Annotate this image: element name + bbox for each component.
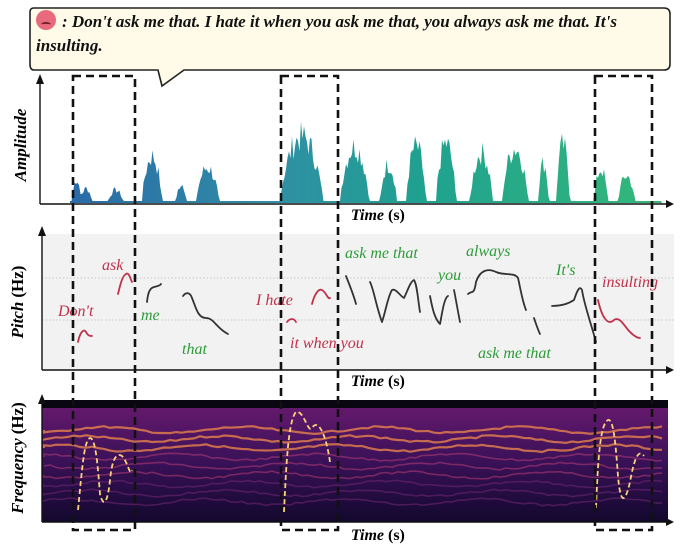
pitch-curve-segment-1 — [345, 275, 357, 305]
spectrogram-harmonic-band — [43, 479, 663, 489]
highlight-box-dont-ask — [71, 74, 137, 532]
word-label: Don't — [57, 303, 94, 320]
pitch-curve-segment-5 — [533, 317, 541, 335]
spectrogram-background — [42, 400, 668, 522]
pitch-xlabel-unit: (s) — [388, 373, 405, 390]
highlight-boxes — [71, 74, 654, 532]
spectrogram-x-arrow — [666, 518, 674, 526]
pitch-curve-that — [182, 292, 229, 335]
pitch-xlabel-main: Time — [351, 373, 384, 390]
pitch-curve-ask — [117, 272, 133, 295]
pitch-curve-i-hate — [286, 318, 297, 323]
word-label: ask me that — [478, 345, 551, 362]
highlight-box-i-hate — [279, 74, 340, 532]
spectrogram-xlabel-main: Time — [351, 527, 384, 544]
amplitude-x-arrow — [666, 200, 674, 208]
word-label: ask me that — [345, 245, 418, 262]
word-label: that — [182, 341, 207, 358]
word-label: it when you — [290, 335, 364, 352]
utterance-text: Don't ask me that. I hate it when you as… — [36, 12, 617, 55]
pitch-contours — [77, 269, 641, 343]
amplitude-xlabel-unit: (s) — [388, 207, 405, 224]
speaker-separator: : — [62, 12, 68, 31]
spectrogram-top-band — [42, 400, 668, 408]
spectrogram-panel: Frequency(Hz) Time (s) — [8, 394, 674, 544]
spectrogram-harmonic-band — [43, 452, 663, 462]
pitch-curve-me — [146, 283, 162, 303]
spectrogram-harmonic-band — [43, 470, 663, 480]
spectrogram-harmonic-band — [43, 497, 663, 507]
spectrogram-ylabel: Frequency(Hz) — [8, 402, 27, 515]
word-label: me — [141, 307, 160, 324]
pitch-curve-segment-4 — [453, 289, 461, 323]
amplitude-panel: Amplitude Time (s) — [11, 74, 674, 224]
amplitude-ylabel: Amplitude — [11, 108, 30, 182]
pitch-panel: Don't ask me that I hate it when you ask… — [8, 226, 674, 390]
pitch-curve-its — [551, 287, 597, 343]
spectrogram-harmonic-band — [43, 488, 663, 498]
pitch-curve-always — [467, 269, 527, 311]
pitch-y-arrow — [38, 226, 46, 236]
contour-i-hate — [283, 411, 331, 513]
speech-bubble-text: : Don't ask me that. I hate it when you … — [36, 10, 666, 58]
amplitude-waveform — [70, 121, 662, 203]
pitch-curve-insulting — [597, 299, 641, 339]
word-label: I hate — [255, 292, 293, 309]
spectrogram-xlabel-unit: (s) — [388, 527, 405, 544]
speech-bubble — [29, 7, 671, 88]
pitch-ylabel: Pitch(Hz) — [8, 266, 27, 340]
angry-face-icon — [36, 10, 56, 30]
spectrogram-harmonic-band — [42, 434, 663, 445]
pitch-curve-dont — [77, 329, 93, 343]
pitch-word-labels: Don't ask me that I hate it when you ask… — [57, 243, 658, 362]
contour-insulting — [595, 419, 645, 509]
pitch-curve-segment-3 — [429, 295, 449, 325]
spectrogram-harmonics — [42, 425, 663, 507]
word-label: insulting — [602, 274, 658, 291]
amplitude-xlabel-main: Time — [351, 207, 384, 224]
amplitude-y-arrow — [36, 74, 44, 84]
word-label: ask — [102, 257, 124, 274]
spectrogram-y-arrow — [38, 394, 46, 404]
pitch-curve-it-when-you — [311, 288, 331, 305]
word-label: It's — [555, 262, 575, 279]
contour-dont-ask — [77, 437, 133, 511]
pitch-x-arrow — [666, 366, 674, 374]
pitch-curve-segment-2 — [369, 279, 421, 323]
spectrogram-harmonic-band — [42, 425, 663, 436]
spectrogram-harmonic-band — [42, 443, 662, 454]
word-label: you — [436, 267, 461, 284]
spectrogram-contours — [77, 411, 645, 513]
highlight-box-insulting — [593, 74, 654, 532]
spectrogram-harmonic-band — [43, 461, 663, 471]
word-label: always — [466, 243, 510, 260]
